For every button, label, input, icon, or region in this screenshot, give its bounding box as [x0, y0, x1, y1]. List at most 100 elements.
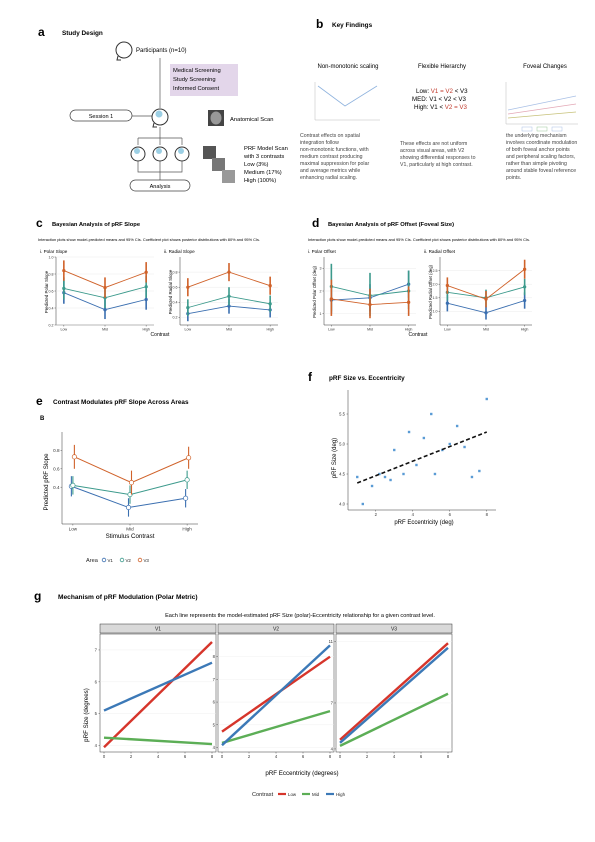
y-tick-label: 1.5 [433, 296, 438, 300]
panel-a-title: Study Design [62, 30, 103, 37]
panel-e-letter: e [36, 394, 43, 408]
prf-4: Medium (17%) [244, 170, 282, 176]
session-label: Session 1 [89, 114, 114, 120]
scatter-point [361, 502, 364, 506]
x-tick-label: Low [69, 527, 78, 532]
facet-title: V1 [155, 627, 161, 633]
y-tick-label: 0.8 [173, 270, 178, 274]
panel-d-subtitle: Interaction plots show model-predicted m… [308, 237, 530, 242]
scatter-point [370, 484, 374, 488]
legend-title: Contrast [252, 792, 274, 798]
y-tick-label: 0.4 [53, 485, 60, 490]
prf-5: High (100%) [244, 178, 276, 184]
svg-text:showing differential responses: showing differential responses to [400, 155, 476, 161]
facet-strip [217, 623, 335, 634]
line-mid [339, 692, 449, 747]
hierarchy-med: MED: V1 < V2 < V3 [412, 96, 467, 103]
legend-g: Contrast Low Mid High [252, 792, 346, 798]
session-box [69, 109, 133, 122]
panel-c-letter: c [36, 216, 43, 230]
data-point-v1 [125, 504, 132, 510]
y-tick-label: 4 [95, 743, 98, 748]
legend-marker-v3 [137, 557, 143, 563]
c-sub1: i. Polar Slope [40, 249, 68, 254]
panel-b-letter: b [316, 17, 323, 31]
x-tick-label: 2 [130, 754, 133, 759]
data-point-v3 [522, 267, 527, 271]
x-tick-label: 2 [366, 754, 369, 759]
x-tick-label: 4 [393, 754, 396, 759]
y-tick-label: 7 [213, 677, 216, 682]
prf-1: PRF Model Scan [244, 146, 288, 152]
scatter-point [378, 472, 381, 476]
y-tick-label: 5 [213, 722, 216, 727]
data-point-v3 [186, 285, 190, 289]
x-tick-label: 4 [412, 512, 415, 517]
panel-b: b Key Findings Non-monotonic scaling Con… [300, 17, 578, 181]
x-tick-label: Mid [226, 328, 232, 332]
facet-title: V3 [391, 627, 397, 633]
c-sub2: ii. Radial Slope [164, 249, 195, 254]
line-low [103, 641, 213, 749]
scatter-point [430, 412, 433, 416]
data-point-v3 [368, 302, 372, 307]
data-point-v3 [62, 268, 66, 273]
b-col3-title: Foveal Changes [523, 64, 567, 70]
svg-text:medium contrast producing: medium contrast producing [300, 154, 363, 160]
d-ylabel1: Predicted Polar Offset (deg) [312, 265, 317, 317]
y-tick-label: 0.6 [49, 289, 54, 293]
data-point-v3 [144, 270, 148, 274]
panel-e-tag: B [40, 416, 45, 422]
e-xlabel: Stimulus Contrast [106, 533, 155, 540]
svg-text:non-monotonic functions, with: non-monotonic functions, with [300, 147, 369, 153]
analysis-box [129, 179, 191, 192]
data-point-v3 [71, 454, 77, 460]
d-sub2: ii. Radial Offset [424, 249, 456, 254]
y-tick-label: 4.5 [339, 472, 345, 477]
x-tick-label: 4 [275, 754, 278, 759]
y-tick-label: 1.0 [433, 310, 438, 314]
line-mid [103, 736, 213, 746]
screening-3: Informed Consent [173, 86, 219, 92]
svg-text:Contrast effects on spatial: Contrast effects on spatial [300, 133, 360, 139]
svg-text:rather than simple pivoting: rather than simple pivoting [506, 161, 567, 167]
data-point-v2 [268, 302, 272, 306]
data-point-v2 [522, 285, 527, 289]
scatter-point [422, 436, 426, 440]
legend-e: Area V1 V2 V3 [86, 558, 149, 564]
screening-box [170, 64, 238, 96]
svg-text:involves coordinate modulation: involves coordinate modulation [506, 140, 577, 146]
legend-label-low: Low [288, 792, 297, 797]
scatter-point [433, 472, 437, 476]
y-tick-label: 0.4 [173, 301, 178, 305]
panel-f-title: pRF Size vs. Eccentricity [329, 375, 405, 382]
y-tick-label: 7 [331, 700, 334, 705]
y-tick-label: 5 [95, 711, 98, 716]
legend-label-v1: V1 [108, 558, 114, 563]
data-point-v3 [103, 285, 107, 290]
tree-lines [137, 127, 183, 145]
b-col1-mini-chart [314, 82, 380, 121]
legend-marker-v1 [101, 557, 107, 563]
data-point-v1 [183, 495, 189, 501]
data-point-v1 [522, 298, 527, 303]
line-high [339, 646, 449, 744]
panel-e-title: Contrast Modulates pRF Slope Across Area… [53, 399, 189, 406]
x-tick-label: High [405, 328, 412, 332]
x-tick-label: 8 [211, 754, 214, 759]
chart-d-polar: 1 2 3 Low Mid High [320, 257, 416, 332]
participants-label: Participants (n=10) [136, 48, 187, 54]
facet-v1: V1 4 5 6 7 0 2 4 6 8 [95, 623, 217, 759]
svg-text:points.: points. [506, 175, 521, 181]
data-point-v3 [186, 455, 192, 461]
hierarchy-low: Low: V1 = V2 < V3 [416, 88, 468, 95]
y-tick-label: 4 [213, 745, 216, 750]
x-tick-label: Mid [367, 328, 373, 332]
svg-text:and peripheral scaling factors: and peripheral scaling factors, [506, 154, 575, 160]
y-tick-label: 0.8 [53, 448, 60, 453]
scatter-point [463, 445, 466, 449]
d-ylabel2: Predicted Radial Offset (deg) [428, 264, 433, 319]
prf-2: with 3 contrasts [243, 154, 284, 160]
panel-g-letter: g [34, 589, 41, 603]
chart-e: 0.4 0.6 0.8 Low Mid High [53, 432, 198, 532]
